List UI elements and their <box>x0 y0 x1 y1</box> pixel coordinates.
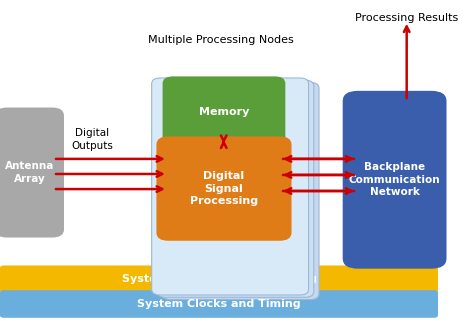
FancyBboxPatch shape <box>162 82 319 299</box>
Text: Memory: Memory <box>199 107 249 117</box>
FancyBboxPatch shape <box>157 80 314 297</box>
FancyBboxPatch shape <box>0 265 438 293</box>
Text: Multiple Processing Nodes: Multiple Processing Nodes <box>147 35 293 45</box>
Text: Antenna
Array: Antenna Array <box>5 161 55 184</box>
Text: System Clocks and Timing: System Clocks and Timing <box>137 299 301 309</box>
FancyBboxPatch shape <box>163 76 285 147</box>
Text: System Control and Monitoring: System Control and Monitoring <box>121 274 317 284</box>
Text: Digital
Signal
Processing: Digital Signal Processing <box>190 171 258 206</box>
FancyBboxPatch shape <box>152 78 309 295</box>
Text: Processing Results: Processing Results <box>355 13 458 23</box>
FancyBboxPatch shape <box>156 136 292 241</box>
FancyBboxPatch shape <box>0 108 64 238</box>
FancyBboxPatch shape <box>343 91 447 269</box>
Text: Digital
Outputs: Digital Outputs <box>72 128 113 151</box>
FancyBboxPatch shape <box>0 290 438 318</box>
Text: Backplane
Communication
Network: Backplane Communication Network <box>349 162 440 197</box>
